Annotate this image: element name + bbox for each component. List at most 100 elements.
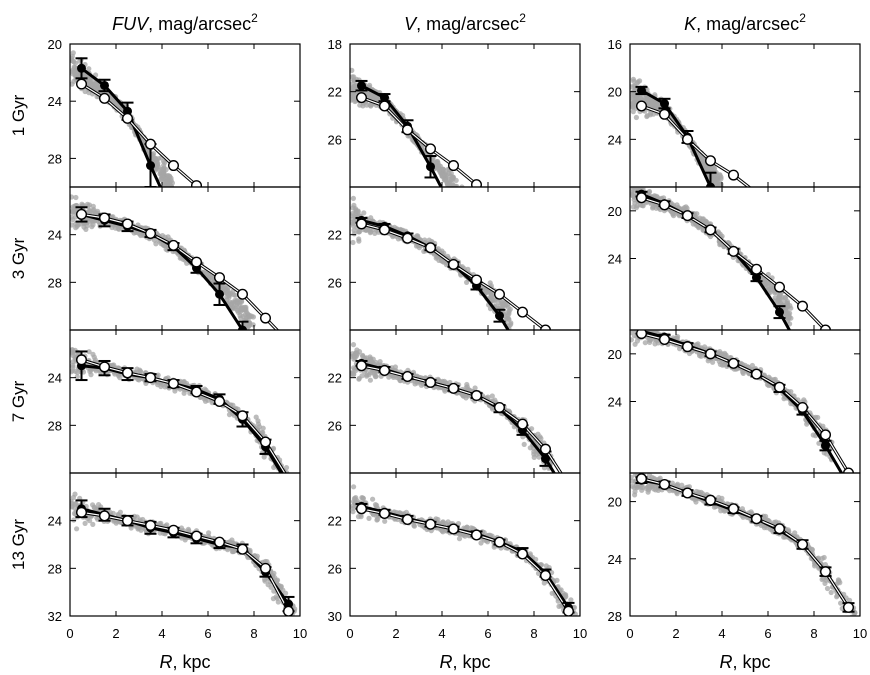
- scatter-point: [88, 372, 94, 378]
- observed-point: [260, 436, 272, 448]
- model-point: [215, 289, 224, 299]
- scatter-point: [443, 521, 449, 527]
- y-tick-label: 28: [48, 275, 62, 290]
- panel-plot-area: [70, 491, 298, 616]
- observed-point: [494, 401, 506, 413]
- scatter-point: [453, 197, 458, 202]
- observed-point: [540, 443, 552, 455]
- observed-point: [494, 288, 506, 300]
- model-point: [564, 445, 573, 454]
- scatter-point: [456, 536, 463, 542]
- scatter-point: [87, 207, 93, 214]
- observed-point: [121, 515, 133, 527]
- x-tick-label: 6: [204, 626, 211, 641]
- scatter-point: [450, 176, 456, 182]
- scatter-point: [531, 451, 537, 457]
- scatter-point: [461, 199, 466, 204]
- scatter-point: [234, 307, 240, 313]
- observed-curve-outline: [81, 212, 280, 330]
- scatter-point: [84, 223, 90, 229]
- scatter-point: [237, 312, 243, 319]
- scatter-point: [450, 182, 456, 187]
- panel-plot-area: [350, 67, 573, 454]
- scatter-point: [168, 188, 173, 193]
- scatter-point: [538, 435, 544, 442]
- scatter-point: [462, 203, 467, 208]
- x-axis-label: R, kpc: [159, 652, 210, 672]
- scatter-point: [90, 203, 96, 209]
- model-point: [518, 349, 527, 358]
- scatter-point: [356, 236, 362, 242]
- scatter-point: [271, 464, 277, 470]
- model-point: [380, 93, 389, 103]
- scatter-point: [90, 521, 96, 528]
- model-point: [284, 480, 293, 489]
- scatter-point: [441, 167, 447, 173]
- column-title-quantity: FUV: [112, 14, 150, 34]
- scatter-point: [168, 195, 173, 200]
- y-tick-label: 18: [328, 37, 342, 52]
- scatter-point: [207, 275, 213, 281]
- scatter-point: [70, 209, 76, 215]
- scatter-point: [505, 309, 511, 316]
- scatter-point: [70, 204, 76, 210]
- x-tick-label: 10: [293, 626, 307, 641]
- scatter-point: [247, 322, 253, 328]
- x-axis-label: R, kpc: [719, 652, 770, 672]
- scatter-point: [167, 190, 172, 195]
- scatter-point: [202, 398, 209, 404]
- scatter-point: [70, 347, 75, 353]
- scatter-point: [163, 246, 169, 252]
- x-tick-label: 8: [810, 626, 817, 641]
- scatter-point: [361, 210, 367, 216]
- scatter-point: [370, 496, 376, 502]
- scatter-point: [74, 526, 80, 532]
- scatter-point: [458, 200, 463, 205]
- scatter-point: [461, 205, 466, 210]
- scatter-point: [70, 222, 75, 228]
- observed-point: [471, 274, 483, 286]
- scatter-point: [459, 207, 464, 212]
- observed-point: [75, 506, 87, 518]
- observed-point: [425, 242, 437, 254]
- scatter-point: [364, 355, 370, 361]
- observed-point: [379, 100, 391, 112]
- scatter-point: [460, 206, 465, 211]
- scatter-point: [459, 197, 464, 202]
- x-tick-label: 0: [346, 626, 353, 641]
- scatter-point: [226, 412, 233, 418]
- scatter-point: [70, 364, 76, 370]
- scatter-point: [495, 299, 501, 306]
- scatter-point: [360, 353, 366, 359]
- scatter-point: [353, 213, 359, 219]
- observed-point: [215, 211, 225, 221]
- scatter-point: [229, 301, 235, 307]
- scatter-point: [136, 525, 142, 531]
- y-tick-label: 24: [48, 228, 62, 243]
- observed-point: [121, 112, 133, 124]
- observed-point: [356, 92, 368, 104]
- column-title-exponent: 2: [519, 11, 526, 25]
- column-title-quantity: K: [684, 14, 697, 34]
- scatter-point: [529, 426, 535, 432]
- panel-plot-area: [350, 342, 563, 473]
- observed-point: [379, 365, 391, 377]
- model-curve: [361, 504, 570, 609]
- x-tick-label: 2: [392, 626, 399, 641]
- model-point: [357, 81, 366, 91]
- scatter-point: [558, 587, 564, 593]
- scatter-point: [459, 193, 464, 198]
- scatter-point: [70, 194, 75, 200]
- scatter-cloud: [350, 195, 514, 330]
- scatter-point: [350, 67, 355, 73]
- scatter-point: [350, 195, 356, 201]
- observed-point: [167, 378, 179, 390]
- observed-point: [563, 605, 574, 616]
- observed-point: [98, 361, 110, 373]
- scatter-point: [462, 203, 467, 208]
- scatter-point: [350, 219, 355, 225]
